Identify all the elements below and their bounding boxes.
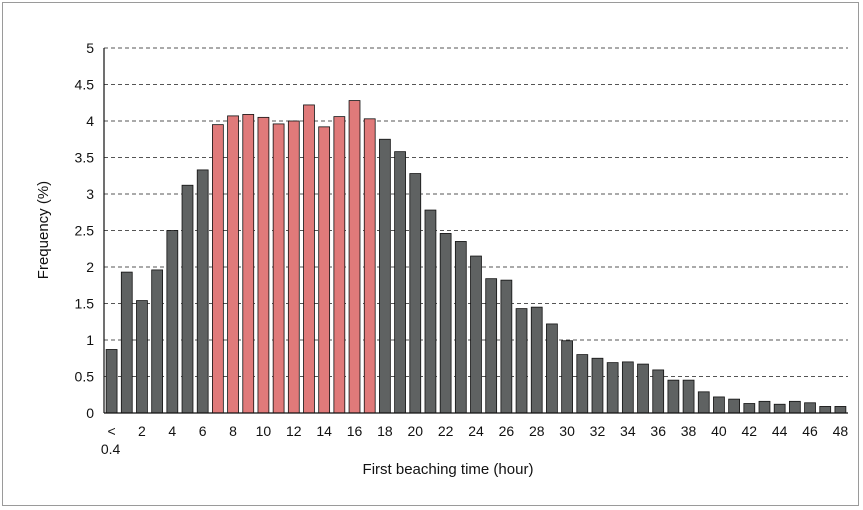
x-tick-label: 4	[168, 423, 176, 439]
bar	[682, 379, 695, 414]
x-tick-label: 18	[377, 423, 393, 439]
bar	[348, 100, 361, 414]
x-tick-label: 16	[347, 423, 363, 439]
bar	[439, 233, 452, 414]
y-tick-label: 2	[86, 259, 94, 275]
bar	[166, 230, 179, 414]
bar	[470, 255, 482, 414]
bar	[363, 118, 376, 414]
bar	[454, 241, 467, 414]
x-tick-label: 8	[229, 423, 237, 439]
x-tick-label: 26	[499, 423, 515, 439]
bar	[788, 400, 801, 414]
bar	[424, 209, 437, 414]
y-tick-label: 4	[86, 113, 94, 129]
y-tick-label: 3.5	[75, 150, 95, 166]
y-tick-label: 2.5	[75, 223, 95, 239]
bar	[804, 402, 816, 414]
x-axis-label: First beaching time (hour)	[363, 461, 534, 478]
bar	[196, 169, 209, 414]
bar	[181, 184, 194, 414]
x-tick-label: 34	[620, 423, 636, 439]
bar	[287, 120, 300, 414]
x-tick-label: 2	[138, 423, 146, 439]
x-tick-label: 14	[316, 423, 332, 439]
x-tick-label: 12	[286, 423, 302, 439]
x-tick-label: 6	[199, 423, 207, 439]
bar	[697, 391, 710, 414]
y-tick-labels: 0 0.5 1 1.5 2 2.5 3 3.5 4 4.5 5	[75, 40, 95, 421]
bar	[409, 173, 422, 414]
x-tick-label: 46	[802, 423, 818, 439]
bar	[576, 354, 589, 414]
y-tick-label: 1	[86, 332, 94, 348]
x-tick-label: 20	[407, 423, 423, 439]
bars	[105, 100, 847, 414]
x-tick-label: 10	[256, 423, 272, 439]
bar	[546, 323, 558, 414]
bar	[621, 361, 634, 414]
x-tick-label: 38	[681, 423, 697, 439]
bar	[834, 406, 847, 414]
bar	[485, 278, 498, 414]
bar	[212, 124, 224, 414]
bar	[120, 271, 133, 414]
x-tick-label: 32	[590, 423, 606, 439]
bar	[530, 306, 543, 414]
bar	[227, 115, 239, 414]
bar	[394, 151, 406, 414]
bar	[151, 269, 164, 414]
y-tick-label: 3	[86, 186, 94, 202]
bar	[318, 126, 331, 414]
bar	[652, 369, 665, 414]
y-tick-label: 5	[86, 40, 94, 56]
x-tick-label: 30	[559, 423, 575, 439]
bar	[591, 357, 604, 414]
bar	[606, 362, 619, 414]
bar	[500, 279, 513, 414]
y-tick-label: 1.5	[75, 296, 95, 312]
y-axis-label: Frequency (%)	[35, 181, 52, 279]
y-tick-label: 0.5	[75, 369, 95, 385]
x-tick-label: 28	[529, 423, 545, 439]
x-tick-label: 42	[742, 423, 758, 439]
bar	[257, 116, 270, 414]
x-tick-label: 40	[711, 423, 727, 439]
x-tick-label: 24	[468, 423, 484, 439]
x-tick-label-first-value: 0.4	[101, 441, 121, 457]
bar	[667, 379, 680, 414]
x-tick-label: 36	[650, 423, 666, 439]
bar	[303, 104, 315, 414]
bar	[743, 403, 756, 414]
bar	[728, 398, 740, 414]
axes	[103, 48, 848, 414]
x-tick-label: 48	[833, 423, 849, 439]
y-tick-label: 0	[86, 405, 94, 421]
bar	[105, 349, 118, 414]
bar	[637, 363, 649, 414]
bar	[819, 406, 832, 414]
x-tick-label: 44	[772, 423, 788, 439]
x-tick-labels: 2 4 6 8 10 12 14 16 18 20 22 24 26 28 30 32 34 36 38 40 42 44…	[138, 423, 848, 439]
bar	[561, 340, 573, 414]
bar	[136, 300, 148, 414]
bar	[758, 400, 771, 414]
bar	[272, 123, 285, 414]
bar	[515, 308, 528, 414]
y-tick-label: 4.5	[75, 77, 95, 93]
x-tick-label-first-symbol: <	[107, 423, 115, 439]
bar	[242, 114, 255, 414]
x-tick-label: 22	[438, 423, 454, 439]
bar	[379, 138, 391, 414]
bar	[713, 396, 725, 414]
bar	[773, 403, 786, 414]
bar	[333, 116, 346, 414]
